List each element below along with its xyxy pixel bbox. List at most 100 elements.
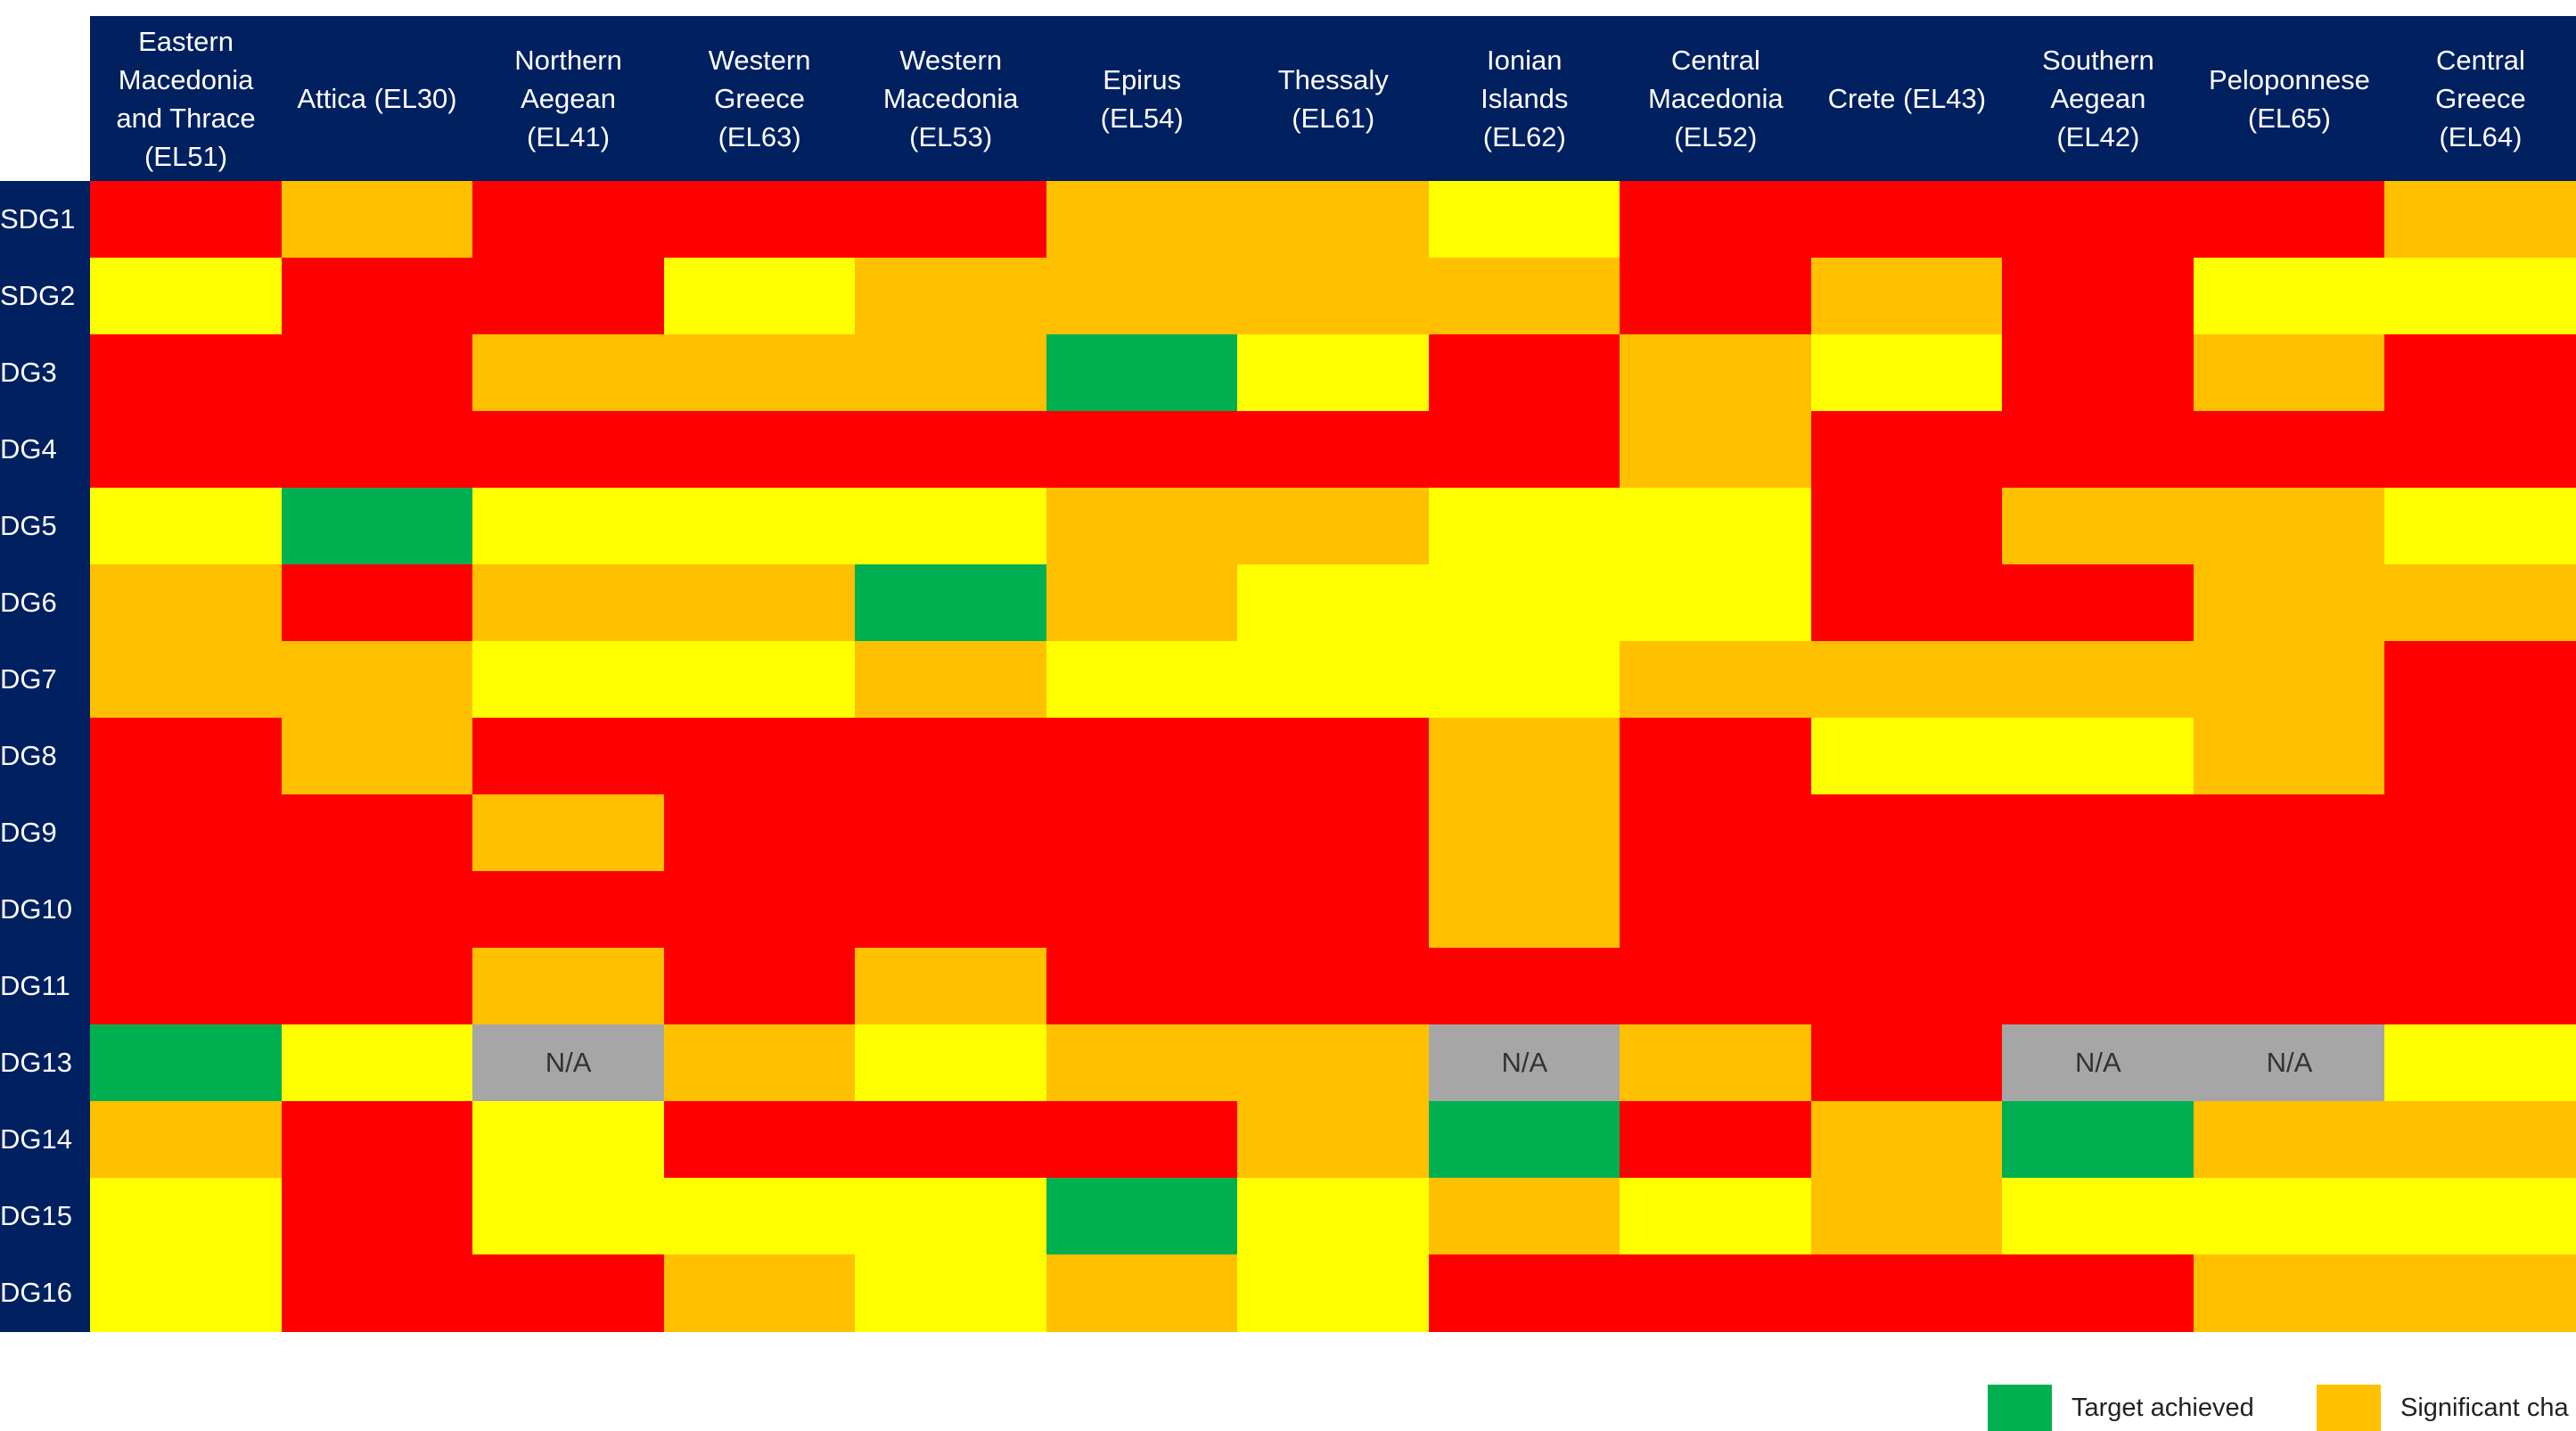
cell [1810, 334, 2003, 412]
cell [2002, 794, 2195, 872]
cell [90, 564, 283, 642]
cell [2384, 564, 2576, 642]
row-label: DG13 [0, 1024, 90, 1102]
cell [1620, 718, 1812, 795]
cell [2193, 1178, 2385, 1255]
cell [1620, 1101, 1812, 1179]
cell [1046, 488, 1238, 565]
column-header: Western Macedonia (EL53) [855, 16, 1047, 181]
cell [2384, 411, 2576, 489]
cell [472, 718, 665, 795]
column-header: Western Greece (EL63) [663, 16, 856, 181]
cell [1046, 948, 1238, 1025]
cell [1046, 794, 1238, 872]
cell [855, 411, 1047, 489]
cell [281, 641, 473, 719]
cell [663, 1024, 856, 1102]
cell [1237, 488, 1430, 565]
cell [1046, 871, 1238, 949]
cell [2384, 488, 2576, 565]
cell [1810, 1254, 2003, 1332]
cell [1620, 411, 1812, 489]
cell [1046, 1178, 1238, 1255]
cell [2193, 181, 2385, 259]
cell [1428, 1178, 1620, 1255]
row-label: DG5 [0, 488, 90, 565]
cell [1046, 1024, 1238, 1102]
column-header: Central Greece (EL64) [2384, 16, 2576, 181]
cell [1810, 948, 2003, 1025]
cell [472, 871, 665, 949]
cell [2002, 334, 2195, 412]
cell [1620, 794, 1812, 872]
cell [2002, 488, 2195, 565]
cell [1620, 258, 1812, 335]
cell [2193, 871, 2385, 949]
cell [1620, 334, 1812, 412]
cell [663, 871, 856, 949]
cell [1810, 718, 2003, 795]
cell [90, 411, 283, 489]
cell [663, 181, 856, 259]
cell [472, 948, 665, 1025]
cell [2384, 258, 2576, 335]
cell: N/A [472, 1024, 665, 1102]
cell [855, 871, 1047, 949]
cell [1428, 1254, 1620, 1332]
cell [1810, 641, 2003, 719]
cell [281, 1254, 473, 1332]
cell [1046, 1254, 1238, 1332]
cell [663, 641, 856, 719]
cell [663, 334, 856, 412]
cell [663, 1101, 856, 1179]
legend-label: Significant cha [2400, 1394, 2569, 1422]
cell [90, 181, 283, 259]
cell [1810, 181, 2003, 259]
cell [1046, 334, 1238, 412]
cell [2384, 334, 2576, 412]
cell [1046, 181, 1238, 259]
column-header: Crete (EL43) [1810, 16, 2003, 181]
cell [1237, 718, 1430, 795]
cell [1237, 1101, 1430, 1179]
cell [281, 1024, 473, 1102]
row-label: DG9 [0, 794, 90, 872]
cell [1620, 181, 1812, 259]
cell [2193, 718, 2385, 795]
cell [281, 794, 473, 872]
cell [1046, 564, 1238, 642]
column-header: Central Macedonia (EL52) [1620, 16, 1812, 181]
cell-text: N/A [1501, 1047, 1548, 1079]
row-label: DG8 [0, 718, 90, 795]
cell [2193, 488, 2385, 565]
cell [2193, 948, 2385, 1025]
cell [1810, 488, 2003, 565]
cell [1428, 334, 1620, 412]
cell [1428, 488, 1620, 565]
cell [2193, 564, 2385, 642]
cell [855, 1024, 1047, 1102]
row-label: DG10 [0, 871, 90, 949]
cell [1237, 871, 1430, 949]
cell [2002, 564, 2195, 642]
cell [2384, 718, 2576, 795]
cell [472, 181, 665, 259]
cell [855, 564, 1047, 642]
cell [90, 258, 283, 335]
cell [2193, 1101, 2385, 1179]
cell [1428, 948, 1620, 1025]
legend-swatch [1988, 1385, 2052, 1431]
cell [281, 948, 473, 1025]
cell [472, 1178, 665, 1255]
cell [281, 258, 473, 335]
cell [2002, 411, 2195, 489]
cell [281, 1101, 473, 1179]
column-header: Thessaly (EL61) [1237, 16, 1430, 181]
cell [2384, 948, 2576, 1025]
cell [472, 794, 665, 872]
cell [1810, 258, 2003, 335]
row-label: DG3 [0, 334, 90, 412]
cell [281, 1178, 473, 1255]
cell [1620, 1254, 1812, 1332]
cell [1428, 718, 1620, 795]
